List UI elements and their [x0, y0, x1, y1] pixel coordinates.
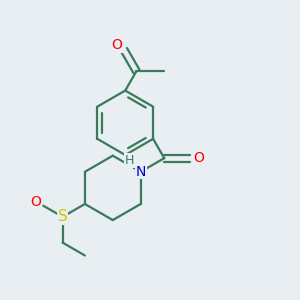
Text: H: H	[125, 154, 134, 167]
Text: O: O	[194, 151, 204, 165]
Text: S: S	[58, 209, 68, 224]
Text: N: N	[136, 165, 146, 179]
Text: O: O	[30, 195, 41, 209]
Text: O: O	[111, 38, 122, 52]
